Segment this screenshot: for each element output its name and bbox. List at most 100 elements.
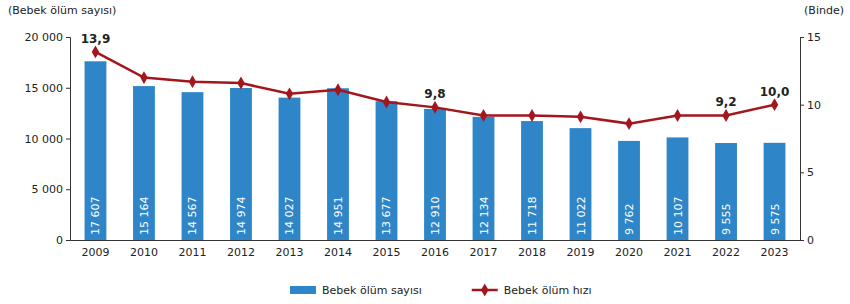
y2-tick-mark [800, 172, 804, 173]
line-marker [625, 117, 632, 130]
line-marker [92, 45, 99, 58]
line-marker [431, 101, 438, 114]
x-tick-label: 2013 [275, 246, 303, 259]
y2-tick: 0 [800, 234, 814, 247]
x-tick-label: 2009 [81, 246, 109, 259]
y-tick: 20 000 [25, 31, 71, 44]
x-tick: 2018 [518, 240, 546, 259]
line-marker [286, 87, 293, 100]
y-tick-mark [66, 240, 70, 241]
y2-tick-label: 10 [807, 99, 821, 112]
legend-swatch [290, 286, 316, 294]
bar [279, 98, 301, 240]
bar [764, 143, 786, 240]
y-tick: 0 [56, 234, 70, 247]
line-marker [577, 110, 584, 123]
x-tick: 2021 [664, 240, 692, 259]
bar [230, 88, 252, 240]
x-tick-label: 2012 [227, 246, 255, 259]
y-tick: 5 000 [32, 183, 71, 196]
x-tick: 2014 [324, 240, 352, 259]
line-marker [237, 77, 244, 90]
x-tick-label: 2014 [324, 246, 352, 259]
y2-tick-mark [800, 37, 804, 38]
bar [570, 128, 592, 240]
x-tick: 2023 [761, 240, 789, 259]
bar [715, 143, 737, 240]
line-label: 10,0 [760, 85, 790, 99]
bar [182, 92, 204, 240]
y2-axis-title: (Binde) [804, 4, 844, 17]
line-marker [528, 109, 535, 122]
y-tick-label: 0 [56, 234, 63, 247]
bar-label: 11 022 [575, 197, 588, 236]
x-tick-label: 2016 [421, 246, 449, 259]
line-label: 13,9 [81, 32, 111, 46]
line-marker [334, 83, 341, 96]
line-label: 9,2 [715, 95, 736, 109]
bar [133, 86, 155, 240]
y-tick-label: 5 000 [32, 183, 64, 196]
x-tick-label: 2022 [712, 246, 740, 259]
y2-axis: 0 5 10 15 [800, 31, 821, 247]
legend-marker [481, 284, 488, 297]
x-tick: 2017 [470, 240, 498, 259]
bar-label: 17 607 [89, 197, 102, 236]
x-tick: 2019 [567, 240, 595, 259]
y2-tick: 15 [800, 31, 821, 44]
y2-tick: 5 [800, 166, 814, 179]
plot-area [85, 45, 786, 240]
x-tick: 2016 [421, 240, 449, 259]
y2-tick-label: 5 [807, 166, 814, 179]
x-tick: 2022 [712, 240, 740, 259]
bar [424, 109, 446, 240]
bar-label: 14 951 [332, 197, 345, 236]
line-marker [674, 109, 681, 122]
x-tick: 2009 [81, 240, 109, 259]
bar-label: 9 555 [720, 204, 733, 236]
legend-label: Bebek ölüm hızı [504, 284, 592, 297]
x-tick: 2020 [615, 240, 643, 259]
bar [521, 121, 543, 240]
x-tick-label: 2020 [615, 246, 643, 259]
y-tick-label: 10 000 [25, 133, 64, 146]
y-tick-mark [66, 37, 70, 38]
bar [85, 61, 107, 240]
x-axis: 2009 2010 2011 2012 2013 2014 2015 2016 2017 2018… [71, 240, 801, 259]
x-tick-label: 2023 [761, 246, 789, 259]
bar [667, 137, 689, 240]
y-tick-mark [66, 88, 70, 89]
line-marker [383, 96, 390, 109]
y2-tick-label: 15 [807, 31, 821, 44]
bar [376, 101, 398, 240]
x-tick-label: 2010 [130, 246, 158, 259]
bar [473, 117, 495, 240]
x-tick-label: 2018 [518, 246, 546, 259]
bar-label: 12 910 [429, 197, 442, 236]
x-tick: 2013 [275, 240, 303, 259]
bar-label: 14 974 [235, 197, 248, 236]
y2-axis-line [801, 38, 805, 241]
line-marker [722, 109, 729, 122]
x-tick-label: 2011 [178, 246, 206, 259]
legend-label: Bebek ölüm sayısı [322, 284, 422, 297]
bar-label: 11 718 [526, 197, 539, 236]
line-marker [140, 71, 147, 84]
y-tick: 10 000 [25, 133, 71, 146]
line-marker [771, 98, 778, 111]
legend-item: Bebek ölüm sayısı [290, 284, 422, 297]
bar [618, 141, 640, 240]
bar-label: 14 567 [186, 197, 199, 236]
y-tick-label: 15 000 [25, 82, 64, 95]
bar-label: 15 164 [138, 197, 151, 236]
bar-label: 9 575 [769, 204, 782, 236]
data-labels: 17 60715 16414 56714 97414 02714 95113 6… [81, 32, 790, 235]
y2-tick: 10 [800, 99, 821, 112]
bar-label: 10 107 [672, 197, 685, 236]
y2-tick-mark [800, 240, 804, 241]
line-marker [480, 109, 487, 122]
y-tick-label: 20 000 [25, 31, 64, 44]
x-tick: 2010 [130, 240, 158, 259]
x-tick-label: 2015 [372, 246, 400, 259]
line-marker [189, 75, 196, 88]
